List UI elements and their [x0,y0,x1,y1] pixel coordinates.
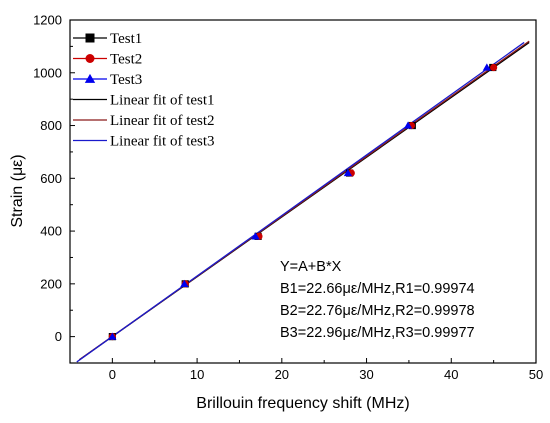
x-tick-label: 30 [359,367,373,382]
data-markers [108,63,498,341]
y-tick-label: 800 [40,118,62,133]
x-tick-label: 40 [444,367,458,382]
legend-marker-test1 [85,33,95,43]
legend-label: Test2 [110,52,142,68]
x-tick-label: 50 [529,367,543,382]
data-point-test3-2 [180,279,189,287]
annotation-equation: Y=A+B*X [280,259,342,275]
annotation-b3: B3=22.96με/MHz,R3=0.99977 [280,325,475,341]
legend-label: Test3 [110,72,142,88]
x-tick-label: 0 [109,367,116,382]
y-tick-label: 200 [40,276,62,291]
data-point-test3-6 [482,63,491,71]
fit-annotation: Y=A+B*X B1=22.66με/MHz,R1=0.99974 B2=22.… [280,259,475,341]
y-tick-label: 600 [40,171,62,186]
x-axis-title: Brillouin frequency shift (MHz) [196,395,409,412]
fit-lines [76,40,530,363]
legend-label: Linear fit of test2 [110,113,215,129]
axis-ticks: 0 10 20 30 40 50 0 200 400 600 800 1000 1200 [33,13,543,383]
legend-label: Linear fit of test1 [110,93,215,109]
data-point-test3-5 [403,121,413,129]
legend-marker-test2 [85,54,95,63]
plot-frame [69,19,537,364]
fit-line-3 [76,41,525,363]
legend-marker-test3 [84,73,96,83]
y-tick-label: 0 [55,329,62,344]
data-point-test3-4 [343,168,353,177]
y-tick-label: 400 [40,224,62,239]
data-point-test3-1 [108,332,117,340]
y-tick-label: 1000 [33,65,62,80]
y-tick-label: 1200 [33,13,62,28]
legend-label: Linear fit of test3 [110,134,215,150]
annotation-b2: B2=22.76με/MHz,R2=0.99978 [280,303,475,319]
legend: Test1 Test2 Test3 Linear fit of test1 Linear… [73,31,215,150]
legend-label: Test1 [110,31,142,47]
x-tick-label: 20 [275,367,289,382]
data-point-test2-6 [490,63,498,72]
x-tick-label: 10 [190,367,204,382]
data-point-test3-3 [251,232,260,240]
annotation-b1: B1=22.66με/MHz,R1=0.99974 [280,281,475,297]
y-axis-title: Strain (με) [9,154,26,227]
